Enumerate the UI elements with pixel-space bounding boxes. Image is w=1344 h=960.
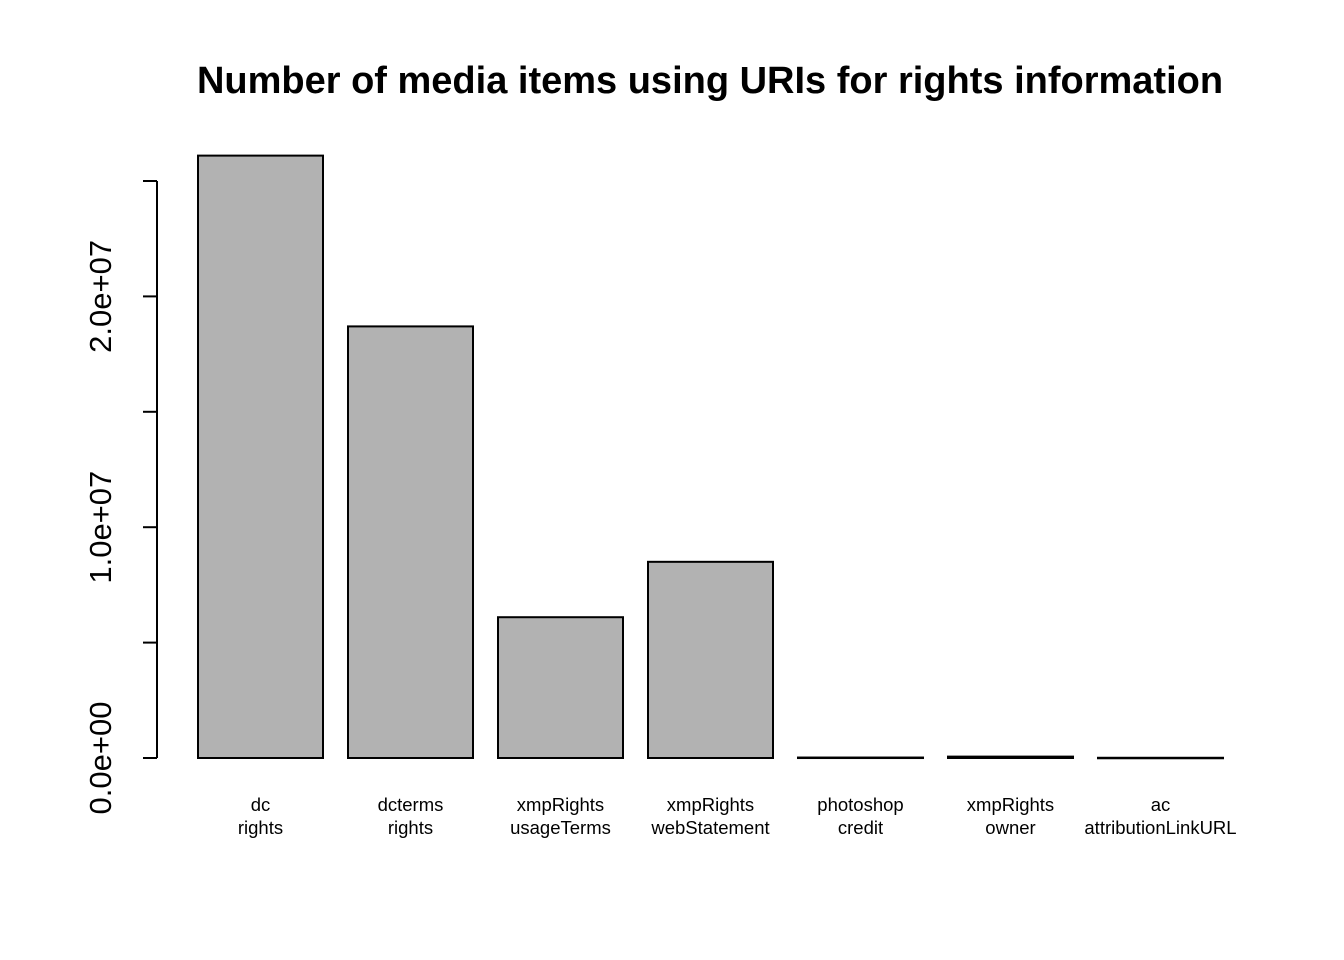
bar-4 bbox=[797, 756, 924, 760]
x-tick-label-4-line-0: photoshop bbox=[817, 794, 903, 815]
y-axis: 0.0e+00 1.0e+07 2.0e+07 bbox=[83, 180, 158, 815]
bars-group bbox=[197, 154, 1224, 760]
bar-0 bbox=[197, 154, 324, 759]
bar-6 bbox=[1097, 756, 1224, 760]
x-tick-label-3-line-0: xmpRights bbox=[667, 794, 754, 815]
x-tick-label-0-line-1: rights bbox=[238, 817, 283, 838]
x-tick-label-4-line-1: credit bbox=[838, 817, 883, 838]
x-tick-label-5-line-1: owner bbox=[985, 817, 1035, 838]
y-tick-label-2: 1.0e+07 bbox=[83, 471, 118, 584]
x-tick-label-6-line-0: ac bbox=[1151, 794, 1171, 815]
x-tick-label-2-line-1: usageTerms bbox=[510, 817, 611, 838]
x-axis-labels: dcrightsdctermsrightsxmpRightsusageTerms… bbox=[238, 794, 1237, 838]
x-tick-label-6-line-1: attributionLinkURL bbox=[1084, 817, 1236, 838]
y-tick-label-0: 0.0e+00 bbox=[83, 702, 118, 815]
x-tick-label-0-line-0: dc bbox=[251, 794, 271, 815]
x-tick-label-5-line-0: xmpRights bbox=[967, 794, 1054, 815]
chart-title: Number of media items using URIs for rig… bbox=[197, 60, 1223, 102]
bar-2 bbox=[497, 616, 624, 759]
x-tick-label-1-line-0: dcterms bbox=[378, 794, 444, 815]
bar-3 bbox=[647, 560, 774, 759]
x-tick-label-2-line-0: xmpRights bbox=[517, 794, 604, 815]
x-tick-label-1-line-1: rights bbox=[388, 817, 433, 838]
bar-5 bbox=[947, 755, 1074, 759]
x-tick-label-3-line-1: webStatement bbox=[650, 817, 769, 838]
bar-1 bbox=[347, 325, 474, 759]
y-tick-label-4: 2.0e+07 bbox=[83, 240, 118, 353]
